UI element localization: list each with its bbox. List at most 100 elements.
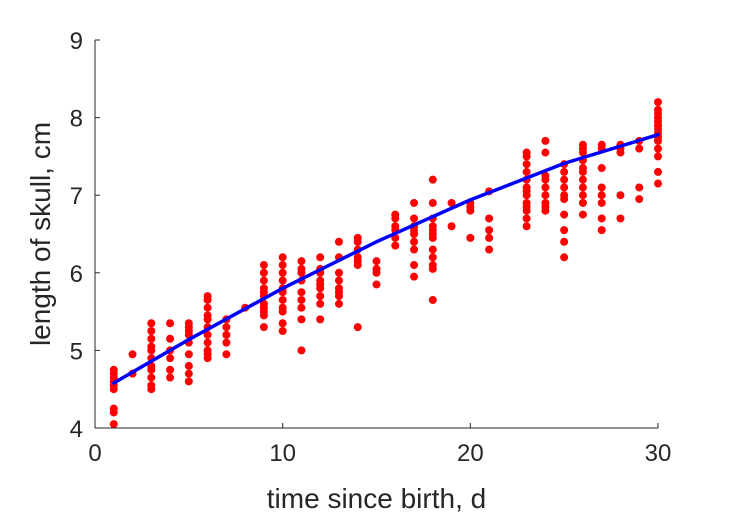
data-point	[522, 198, 531, 207]
data-point	[616, 214, 625, 223]
data-point	[372, 264, 381, 273]
data-point	[372, 280, 381, 289]
data-point	[147, 342, 156, 351]
plot-area	[109, 98, 662, 429]
data-point	[560, 237, 569, 246]
data-point	[278, 319, 287, 328]
data-point	[522, 167, 531, 176]
data-point	[597, 140, 606, 149]
data-point	[447, 198, 456, 207]
data-point	[560, 210, 569, 219]
data-point	[428, 295, 437, 304]
data-point	[654, 179, 662, 188]
data-point	[278, 295, 287, 304]
data-point	[428, 253, 437, 262]
data-point	[184, 369, 193, 378]
y-tick-label: 7	[70, 183, 83, 210]
data-point	[578, 191, 587, 200]
data-point	[410, 198, 419, 207]
data-point	[297, 264, 306, 273]
data-point	[259, 276, 268, 285]
data-point	[259, 261, 268, 270]
data-point	[485, 233, 494, 242]
data-point	[522, 148, 531, 157]
data-point	[428, 198, 437, 207]
data-point	[654, 152, 662, 161]
data-point	[166, 365, 175, 374]
data-point	[316, 292, 325, 301]
data-point	[428, 222, 437, 231]
data-point	[297, 346, 306, 355]
data-point	[278, 303, 287, 312]
data-point	[259, 284, 268, 293]
data-point	[541, 171, 550, 180]
data-point	[203, 330, 212, 339]
data-point	[278, 276, 287, 285]
data-point	[522, 183, 531, 192]
data-point	[560, 191, 569, 200]
data-point	[184, 319, 193, 328]
data-point	[654, 144, 662, 153]
data-point	[560, 167, 569, 176]
x-tick-label: 20	[457, 440, 484, 467]
data-point	[597, 164, 606, 173]
data-point	[222, 338, 231, 347]
data-point	[485, 214, 494, 223]
data-point	[166, 319, 175, 328]
data-point	[560, 226, 569, 235]
data-point	[522, 160, 531, 169]
data-point	[410, 245, 419, 254]
data-point	[297, 288, 306, 297]
data-point	[184, 361, 193, 370]
data-point	[578, 210, 587, 219]
data-point	[203, 346, 212, 355]
data-point	[654, 167, 662, 176]
data-point	[410, 261, 419, 270]
data-point	[316, 276, 325, 285]
data-point	[597, 214, 606, 223]
data-point	[597, 183, 606, 192]
data-point	[560, 183, 569, 192]
data-point	[372, 257, 381, 266]
data-point	[616, 191, 625, 200]
data-point	[541, 191, 550, 200]
data-point	[597, 198, 606, 207]
data-point	[109, 365, 118, 374]
data-point	[410, 214, 419, 223]
data-point	[222, 323, 231, 332]
x-axis-label: time since birth, d	[267, 483, 486, 514]
data-point	[222, 350, 231, 359]
data-point	[485, 245, 494, 254]
data-point	[560, 175, 569, 184]
data-point	[278, 253, 287, 262]
data-point	[259, 268, 268, 277]
data-point	[635, 144, 644, 153]
data-point	[203, 292, 212, 301]
x-tick-label: 0	[88, 440, 101, 467]
data-point	[578, 183, 587, 192]
data-point	[166, 334, 175, 343]
data-point	[353, 323, 362, 332]
data-point	[147, 334, 156, 343]
data-point	[597, 226, 606, 235]
data-point	[391, 210, 400, 219]
data-point	[297, 315, 306, 324]
data-point	[278, 261, 287, 270]
data-point	[334, 284, 343, 293]
data-point	[278, 268, 287, 277]
data-point	[541, 136, 550, 145]
data-point	[316, 253, 325, 262]
data-point	[334, 276, 343, 285]
data-point	[128, 350, 137, 359]
data-point	[353, 253, 362, 262]
data-point	[578, 198, 587, 207]
data-point	[184, 350, 193, 359]
data-point	[222, 330, 231, 339]
data-point	[109, 420, 118, 429]
data-point	[447, 222, 456, 231]
data-point	[147, 381, 156, 390]
data-point	[278, 327, 287, 335]
data-point	[654, 105, 662, 114]
data-point	[578, 140, 587, 149]
